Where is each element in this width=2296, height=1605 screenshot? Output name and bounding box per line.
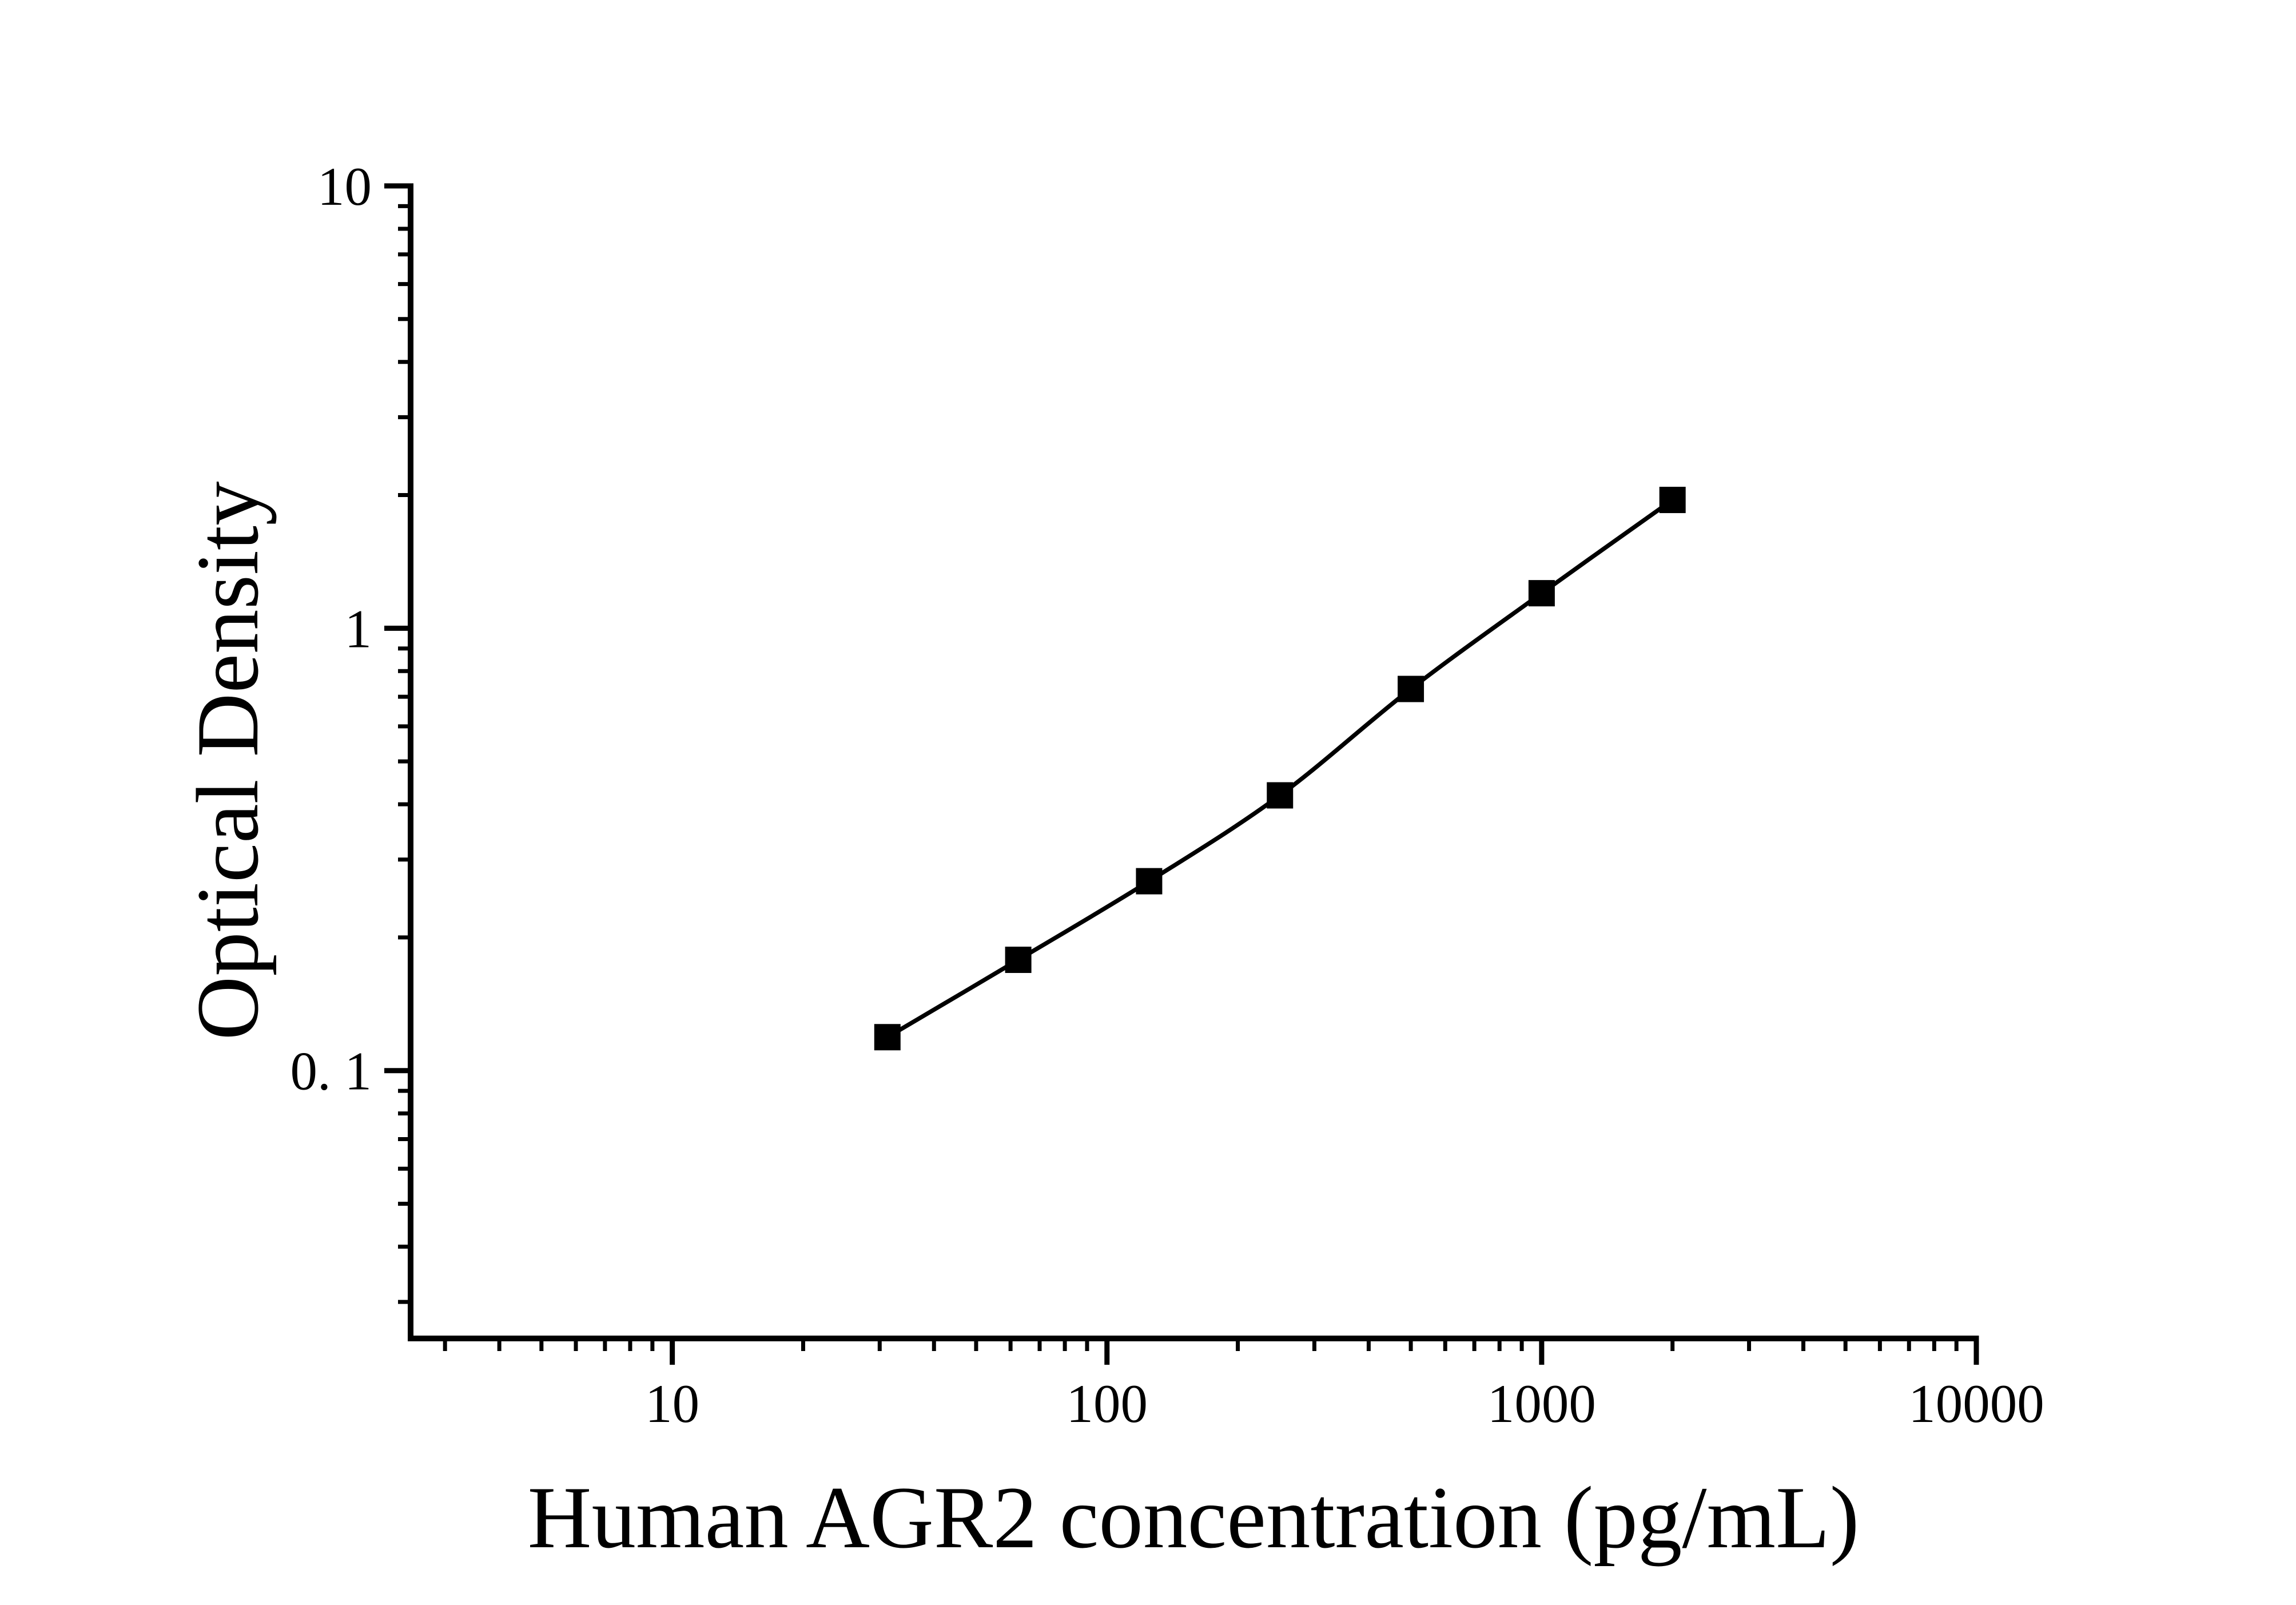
x-tick-label: 100: [1067, 1373, 1148, 1434]
x-tick-label: 1000: [1487, 1373, 1596, 1434]
y-axis-title: Optical Density: [178, 481, 277, 1040]
y-tick-label: 0. 1: [291, 1041, 372, 1102]
data-point-marker: [1136, 868, 1163, 895]
data-point-marker: [1267, 782, 1294, 809]
data-point-marker: [874, 1024, 901, 1051]
x-axis-title: Human AGR2 concentration (pg/mL): [528, 1468, 1860, 1567]
axis-tick-labels: 10 100 1000 10000 10 1 0. 1: [291, 156, 2044, 1434]
x-tick-label: 10: [645, 1373, 699, 1434]
data-point-marker: [1659, 487, 1686, 514]
data-point-markers: [874, 487, 1686, 1051]
data-point-marker: [1398, 676, 1424, 702]
y-tick-label: 1: [345, 598, 372, 659]
x-tick-label: 10000: [1908, 1373, 2044, 1434]
data-point-marker: [1528, 580, 1555, 607]
y-tick-label: 10: [317, 156, 372, 217]
data-point-marker: [1005, 947, 1032, 974]
axis-ticks: [384, 183, 1979, 1365]
